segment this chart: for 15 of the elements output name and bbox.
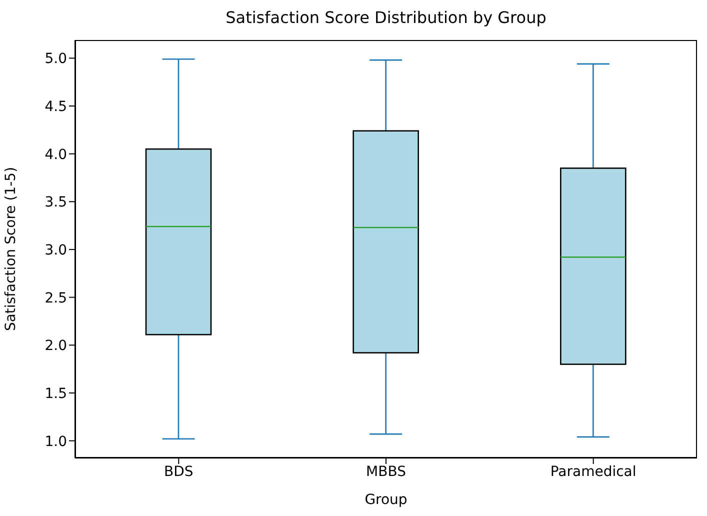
x-axis-title: Group	[364, 492, 408, 508]
y-tick-label: 4.0	[44, 146, 67, 163]
y-tick-label: 2.5	[44, 290, 67, 306]
y-tick-label: 2.0	[44, 338, 67, 354]
x-tick-label: Paramedical	[550, 464, 636, 480]
y-tick-label: 3.5	[44, 194, 67, 211]
y-tick-label: 5.0	[44, 51, 67, 68]
chart-title: Satisfaction Score Distribution by Group	[224, 8, 548, 27]
y-tick-label: 3.0	[44, 242, 67, 258]
y-axis-title: Satisfaction Score (1-5)	[2, 166, 19, 332]
x-tick-label: MBBS	[366, 464, 406, 480]
y-tick-label: 4.5	[44, 98, 67, 115]
x-tick-label: BDS	[164, 464, 194, 480]
y-tick-label: 1.5	[44, 386, 67, 402]
y-tick-label: 1.0	[44, 434, 67, 450]
